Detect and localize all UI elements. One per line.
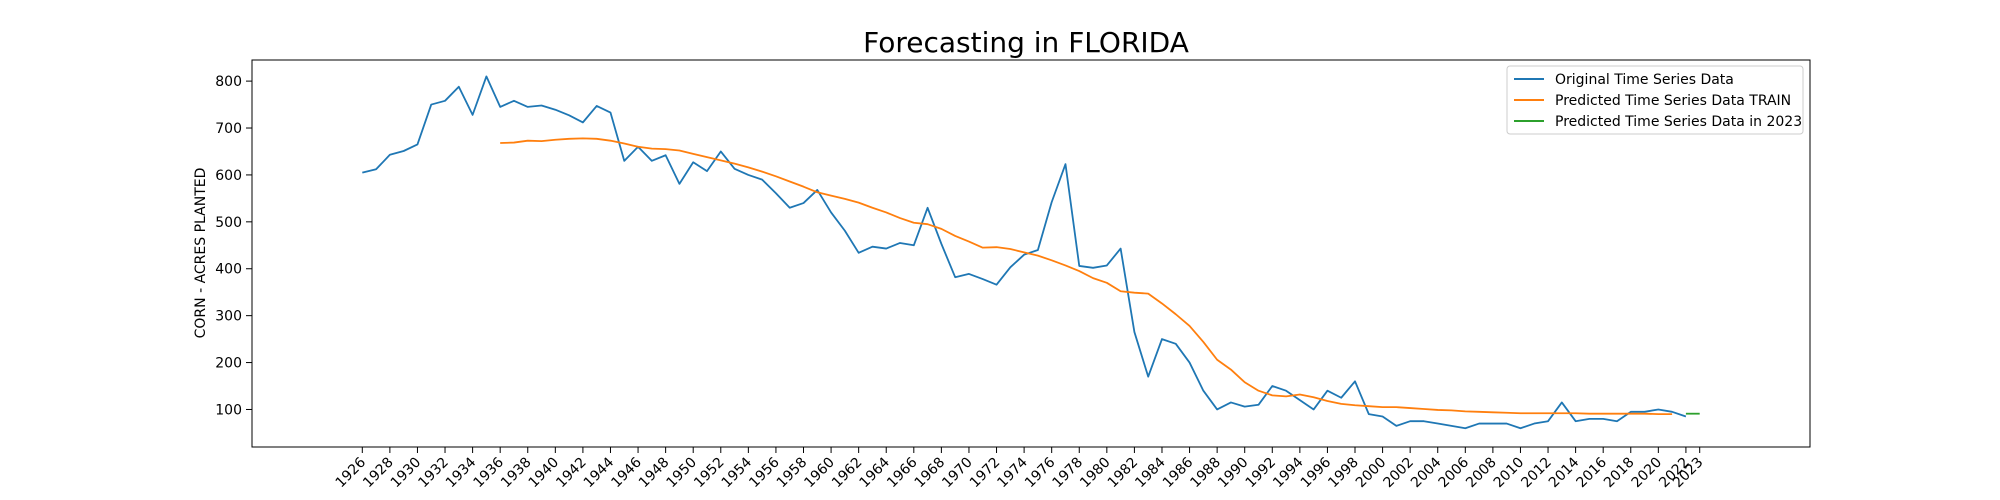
x-tick-label: 1996 bbox=[1298, 454, 1335, 491]
y-tick-label: 500 bbox=[215, 215, 242, 231]
y-tick-label: 800 bbox=[215, 74, 242, 90]
x-tick-label: 2002 bbox=[1380, 455, 1417, 492]
x-tick-label: 1982 bbox=[1105, 455, 1142, 492]
x-tick-label: 1928 bbox=[360, 455, 397, 492]
x-tick-label: 1966 bbox=[884, 454, 921, 491]
x-tick-label: 1994 bbox=[1270, 454, 1307, 491]
legend-box bbox=[1506, 65, 1804, 135]
x-tick-label: 1926 bbox=[333, 454, 370, 491]
x-tick-label: 2014 bbox=[1546, 454, 1583, 491]
legend-label-1: Predicted Time Series Data TRAIN bbox=[1555, 93, 1791, 109]
legend: Original Time Series Data Predicted Time … bbox=[1506, 65, 1804, 135]
x-tick-label: 1938 bbox=[498, 455, 535, 492]
x-tick-label: 1978 bbox=[1050, 455, 1087, 492]
x-tick-label: 1980 bbox=[1077, 455, 1114, 492]
y-axis: 100 200 300 400 500 600 700 800 bbox=[215, 74, 252, 418]
x-tick-label: 2004 bbox=[1408, 454, 1445, 491]
x-tick-label: 1948 bbox=[636, 455, 673, 492]
x-tick-label: 1986 bbox=[1160, 454, 1197, 491]
x-tick-label: 1950 bbox=[664, 455, 701, 492]
x-tick-label: 2012 bbox=[1518, 455, 1555, 492]
legend-label-0: Original Time Series Data bbox=[1555, 72, 1734, 88]
x-tick-label: 1942 bbox=[553, 455, 590, 492]
plot-area-frame bbox=[251, 59, 1811, 448]
x-tick-label: 1968 bbox=[912, 455, 949, 492]
x-tick-label: 1934 bbox=[443, 454, 480, 491]
y-tick-label: 100 bbox=[215, 402, 242, 418]
x-tick-label: 1944 bbox=[581, 454, 618, 491]
x-tick-label: 2020 bbox=[1629, 455, 1666, 492]
y-tick-label: 300 bbox=[215, 309, 242, 325]
chart-title: Forecasting in FLORIDA bbox=[863, 26, 1189, 59]
x-tick-label: 1976 bbox=[1022, 454, 1059, 491]
x-tick-label: 1954 bbox=[719, 454, 756, 491]
x-tick-label: 1992 bbox=[1243, 455, 1280, 492]
x-tick-label: 1940 bbox=[526, 455, 563, 492]
x-tick-label: 1962 bbox=[829, 455, 866, 492]
x-tick-label: 2008 bbox=[1463, 455, 1500, 492]
x-tick-label: 1960 bbox=[801, 455, 838, 492]
x-tick-label: 1984 bbox=[1132, 454, 1169, 491]
x-tick-label: 1958 bbox=[774, 455, 811, 492]
x-tick-label: 1956 bbox=[746, 454, 783, 491]
x-tick-label: 1988 bbox=[1187, 455, 1224, 492]
x-tick-label: 1932 bbox=[415, 455, 452, 492]
x-tick-label: 1930 bbox=[388, 455, 425, 492]
x-axis: 1926192819301932193419361938194019421944… bbox=[333, 447, 1707, 491]
y-tick-label: 600 bbox=[215, 168, 242, 184]
x-tick-label: 1990 bbox=[1215, 455, 1252, 492]
series-line-1 bbox=[500, 137, 1673, 416]
y-axis-label: CORN - ACRES PLANTED bbox=[193, 168, 209, 339]
x-tick-label: 1998 bbox=[1325, 455, 1362, 492]
x-tick-label: 1972 bbox=[967, 455, 1004, 492]
legend-label-2: Predicted Time Series Data in 2023 bbox=[1555, 114, 1802, 130]
y-tick-label: 700 bbox=[215, 121, 242, 137]
y-tick-label: 400 bbox=[215, 262, 242, 278]
x-tick-label: 2010 bbox=[1491, 455, 1528, 492]
y-tick-label: 200 bbox=[215, 356, 242, 372]
x-tick-label: 1946 bbox=[608, 454, 645, 491]
x-tick-label: 2016 bbox=[1573, 454, 1610, 491]
x-tick-label: 1952 bbox=[691, 455, 728, 492]
x-tick-label: 1970 bbox=[939, 455, 976, 492]
x-tick-label: 1974 bbox=[994, 454, 1031, 491]
x-tick-label: 2006 bbox=[1436, 454, 1473, 491]
series-line-0 bbox=[362, 75, 1687, 430]
series-layer bbox=[362, 75, 1700, 430]
x-tick-label: 1936 bbox=[470, 454, 507, 491]
x-tick-label: 2000 bbox=[1353, 455, 1390, 492]
x-tick-label: 2018 bbox=[1601, 455, 1638, 492]
x-tick-label: 1964 bbox=[857, 454, 894, 491]
